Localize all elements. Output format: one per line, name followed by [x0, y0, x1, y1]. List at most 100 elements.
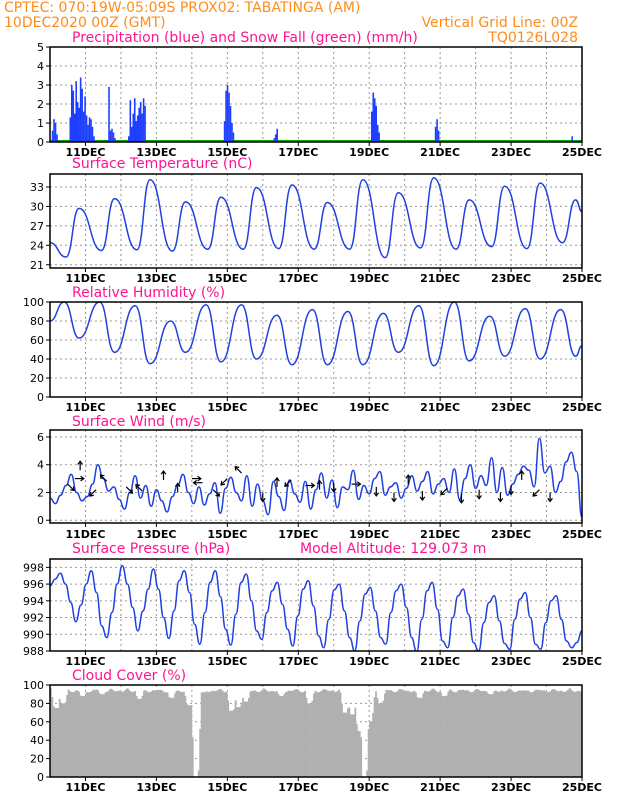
pressure-line	[50, 564, 582, 651]
precip-bar	[130, 126, 133, 142]
cloud-bar	[221, 690, 224, 777]
cloud-bar	[533, 691, 536, 777]
precip-bar	[90, 119, 92, 142]
cloud-bar	[478, 690, 481, 777]
wind-vector	[174, 482, 181, 493]
cloud-bar	[345, 712, 348, 777]
precip-bar	[54, 123, 57, 142]
cloud-bar	[568, 687, 571, 777]
precip-bar	[82, 111, 85, 142]
cloud-bar	[153, 690, 156, 777]
cloud-bar	[227, 700, 230, 777]
x-tick-label: 15DEC	[207, 655, 247, 668]
cloud-bar	[388, 690, 391, 777]
wind-vector	[212, 489, 221, 497]
cloud-bar	[78, 691, 80, 777]
cloud-bar	[248, 697, 250, 777]
y-tick-label: 990	[23, 628, 44, 641]
cloud-bar	[531, 692, 534, 777]
cloud-bar	[444, 696, 447, 777]
precip-bar	[375, 105, 378, 142]
precip-bar	[138, 107, 140, 142]
precip-bar	[81, 88, 83, 142]
cloud-bar	[344, 712, 346, 777]
y-tick-label: 21	[30, 259, 44, 272]
wind-vector	[67, 483, 75, 492]
cloud-bar	[450, 690, 453, 777]
y-tick-label: 27	[30, 220, 44, 233]
cloud-bar	[540, 690, 543, 777]
wind-vector	[419, 491, 426, 502]
cloud-bar	[109, 689, 111, 777]
y-tick-label: 40	[30, 734, 44, 747]
cloud-bar	[140, 698, 142, 777]
cloud-bar	[543, 690, 546, 777]
cloud-bar	[456, 691, 459, 777]
precip-bar	[135, 121, 138, 142]
cloud-bar	[117, 690, 120, 777]
cloud-bar	[383, 693, 386, 777]
x-tick-label: 11DEC	[65, 272, 105, 285]
cloud-bar	[150, 691, 153, 777]
cloud-bar	[174, 693, 176, 777]
wind-vector	[351, 481, 362, 487]
cloud-bar	[525, 690, 528, 777]
cloud-bar	[552, 688, 555, 777]
cloud-bar	[103, 694, 105, 777]
cloud-bar	[239, 707, 241, 777]
precip-bar	[76, 102, 79, 142]
x-tick-label: 23DEC	[491, 272, 531, 285]
cloud-bar	[499, 691, 502, 777]
precip-title: Precipitation (blue) and Snow Fall (gree…	[72, 30, 418, 46]
y-tick-label: 988	[23, 645, 44, 658]
cloud-bar	[415, 692, 417, 777]
precip-bar	[225, 90, 227, 142]
cloud-bar	[385, 689, 388, 777]
precip-bar	[112, 132, 115, 142]
cloud-bar	[219, 689, 222, 777]
cloud-bar	[132, 691, 135, 777]
cloud-bar	[475, 688, 478, 777]
cloud-bar	[369, 721, 371, 777]
cloud-bar	[514, 692, 516, 777]
cloud-bar	[305, 697, 308, 777]
cloud-bar	[463, 690, 466, 777]
x-tick-label: 13DEC	[136, 401, 176, 414]
x-tick-label: 19DEC	[349, 528, 389, 541]
y-tick-label: 30	[30, 200, 44, 213]
cloud-bar	[261, 689, 264, 777]
cloud-bar	[230, 710, 233, 777]
cloud-bar	[276, 691, 278, 777]
rh-panel: 0 20 40 60 80 100 11DEC 13DEC 15DEC 17DEC 19DEC 21D…	[23, 296, 602, 414]
wind-vector	[547, 492, 553, 503]
cloud-bar	[437, 692, 439, 777]
cloud-bar	[69, 691, 71, 777]
cloud-bar	[451, 691, 454, 777]
y-tick-label: 1	[37, 117, 44, 130]
cloud-bar	[494, 690, 497, 777]
cloud-bar	[330, 690, 333, 777]
cloud-bar	[534, 689, 537, 777]
precip-bar	[111, 128, 113, 142]
cloud-bar	[107, 690, 110, 777]
cloud-bar	[273, 691, 275, 777]
precip-bar	[93, 136, 95, 142]
cloud-bar	[426, 691, 429, 777]
cloud-bar	[357, 731, 360, 777]
cloud-bar	[382, 700, 385, 777]
cloud-bar	[320, 691, 323, 777]
pressure-title: Surface Pressure (hPa)	[72, 541, 230, 557]
y-tick-label: 0	[37, 391, 44, 404]
wind-vector	[330, 482, 337, 493]
cloud-bar	[208, 692, 210, 777]
cloud-bar	[404, 691, 407, 777]
precip-bar	[223, 121, 226, 142]
wind-vector	[497, 492, 504, 503]
cloud-bar	[249, 691, 252, 777]
x-tick-label: 15DEC	[207, 528, 247, 541]
wind-vector	[234, 466, 242, 474]
cloud-bar	[252, 690, 255, 777]
cloud-bar	[521, 690, 524, 777]
cloud-bar	[488, 694, 491, 777]
cloud-bar	[378, 703, 380, 777]
